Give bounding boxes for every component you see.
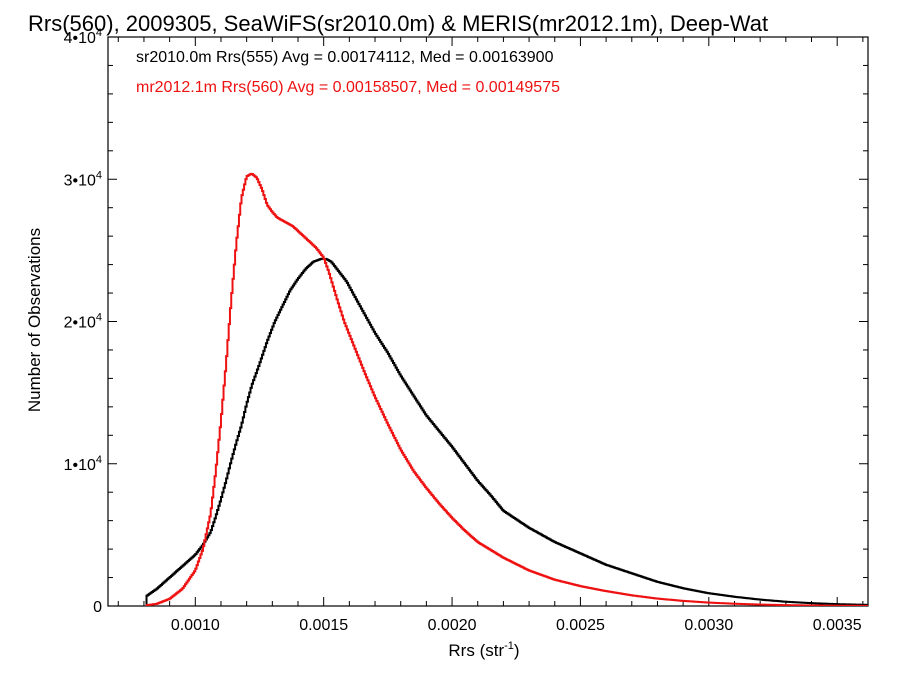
y-tick-label-exponent: 4 [96, 312, 102, 324]
series-line-2 [145, 172, 868, 606]
legend-entry-1: sr2010.0m Rrs(555) Avg = 0.00174112, Med… [136, 49, 554, 66]
x-axis-label-close: ) [514, 641, 520, 660]
x-tick-label: 0.0010 [171, 617, 220, 634]
x-tick-label: 0.0015 [299, 617, 348, 634]
y-tick-label-mantissa: 2•10 [64, 315, 96, 332]
y-tick-label: 1•104 [64, 454, 102, 474]
y-tick-label-exponent: 4 [96, 454, 102, 466]
x-tick-label: 0.0030 [684, 617, 733, 634]
legend-entry-2: mr2012.1m Rrs(560) Avg = 0.00158507, Med… [136, 79, 560, 96]
series-line-1 [145, 257, 868, 606]
x-tick-label: 0.0025 [556, 617, 605, 634]
y-tick-label-mantissa: 4•10 [64, 30, 96, 47]
y-tick-label: 2•104 [64, 312, 102, 332]
x-axis-label-main: Rrs (str [448, 641, 504, 660]
plot-frame [107, 36, 869, 607]
y-tick-label: 0 [93, 599, 102, 616]
y-tick-label-mantissa: 1•10 [64, 457, 96, 474]
x-axis-label-exponent: -1 [504, 640, 514, 652]
y-tick-label-exponent: 4 [96, 169, 102, 181]
y-axis-label: Number of Observations [25, 228, 44, 412]
y-tick-label-mantissa: 0 [93, 599, 102, 616]
y-tick-label-exponent: 4 [96, 27, 102, 39]
plot-area: 0.0010 0.0015 0.0020 0.0025 0.0030 0.0035 0 1•1… [64, 27, 869, 634]
chart-title: Rrs(560), 2009305, SeaWiFS(sr2010.0m) & … [28, 11, 768, 36]
y-tick-label: 4•104 [64, 27, 102, 47]
x-tick-label: 0.0020 [428, 617, 477, 634]
x-tick-label: 0.0035 [813, 617, 862, 634]
y-tick-label: 3•104 [64, 169, 102, 189]
x-axis-label: Rrs (str-1) [448, 640, 519, 660]
y-tick-label-mantissa: 3•10 [64, 172, 96, 189]
